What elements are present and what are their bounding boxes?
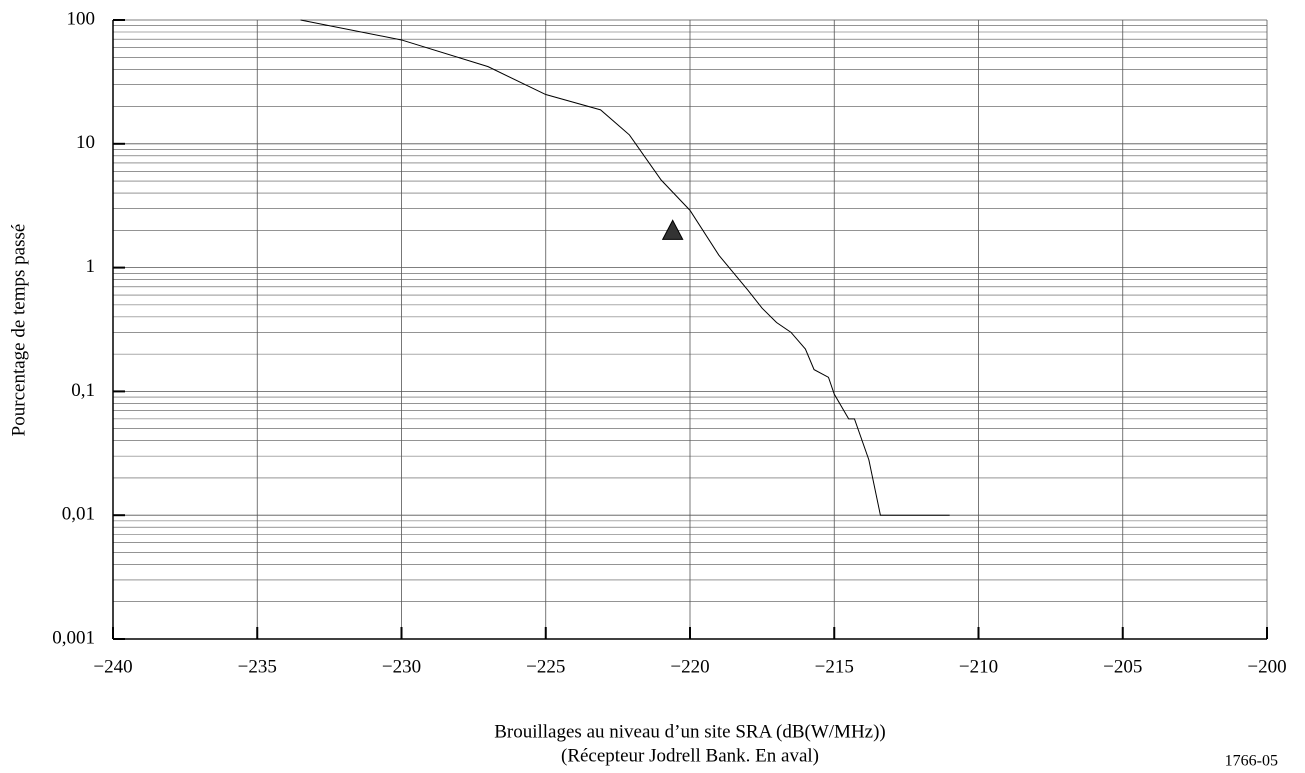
x-tick-label: −205 bbox=[1103, 656, 1142, 677]
y-axis-label: Pourcentage de temps passé bbox=[8, 224, 29, 437]
figure-id: 1766-05 bbox=[1225, 753, 1278, 770]
data-line bbox=[300, 19, 950, 516]
y-tick-label: 100 bbox=[67, 8, 96, 29]
x-tick-label: −240 bbox=[93, 656, 132, 677]
x-tick-label: −215 bbox=[815, 656, 854, 677]
x-axis-label: (Récepteur Jodrell Bank. En aval) bbox=[561, 745, 819, 766]
x-tick-label: −235 bbox=[238, 656, 277, 677]
x-axis-label: Brouillages au niveau d’un site SRA (dB(… bbox=[494, 721, 886, 742]
y-tick-label: 0,001 bbox=[52, 627, 95, 648]
y-tick-label: 1 bbox=[86, 256, 96, 277]
triangle-marker bbox=[661, 219, 684, 240]
x-tick-label: −220 bbox=[670, 656, 709, 677]
x-tick-label: −200 bbox=[1247, 656, 1286, 677]
y-tick-label: 10 bbox=[76, 132, 95, 153]
x-tick-label: −210 bbox=[959, 656, 998, 677]
y-tick-label: 0,01 bbox=[62, 504, 95, 525]
x-tick-label: −230 bbox=[382, 656, 421, 677]
y-tick-label: 0,1 bbox=[71, 380, 95, 401]
x-tick-label: −225 bbox=[526, 656, 565, 677]
